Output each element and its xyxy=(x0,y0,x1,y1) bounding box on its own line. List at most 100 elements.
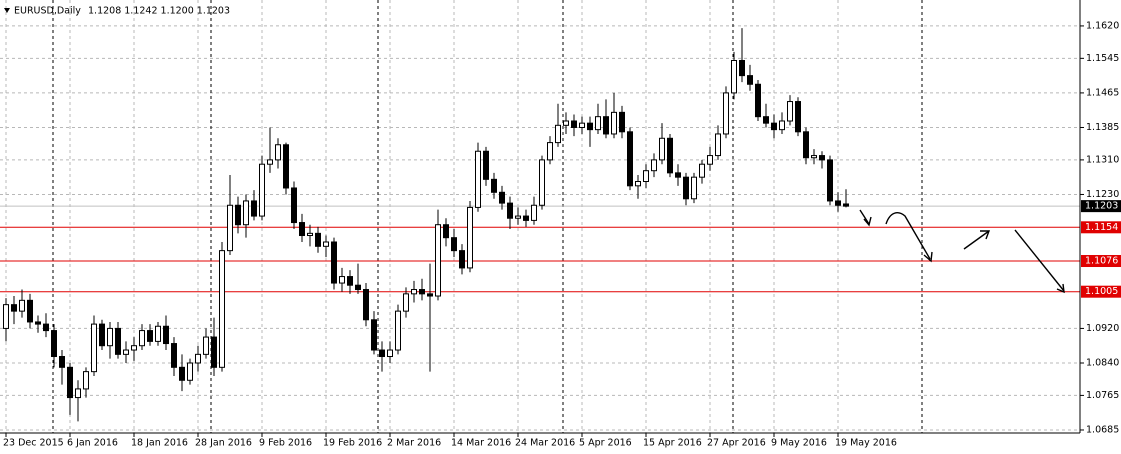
candle-body xyxy=(803,131,809,159)
level-label-bg xyxy=(1081,255,1121,268)
y-tick-label: 1.1545 xyxy=(1086,53,1119,64)
candle-body xyxy=(331,241,337,284)
x-tick-label: 24 Mar 2016 xyxy=(515,438,575,449)
y-tick-label: 1.1620 xyxy=(1086,20,1119,31)
candle-body xyxy=(779,120,785,131)
candle-body xyxy=(283,144,289,189)
candle-body xyxy=(411,289,417,295)
candle-body xyxy=(603,116,609,135)
candle-body xyxy=(787,101,793,122)
candle-body xyxy=(371,319,377,351)
candle-body xyxy=(243,200,249,226)
arrow-head xyxy=(923,251,933,263)
candle-body xyxy=(51,330,57,358)
candle-body xyxy=(347,276,353,286)
y-tick-label: 1.1310 xyxy=(1086,154,1119,165)
candle-body xyxy=(747,75,753,85)
chart-title: EURUSD,Daily xyxy=(14,6,81,17)
candle-body xyxy=(203,336,209,355)
x-tick-label: 9 May 2016 xyxy=(771,438,827,449)
candle-body xyxy=(699,163,705,178)
candle-body xyxy=(75,388,81,399)
candle-body xyxy=(443,224,449,239)
candle-body xyxy=(827,159,833,202)
candle-body xyxy=(651,159,657,172)
candle-body xyxy=(659,137,665,161)
x-tick-label: 14 Mar 2016 xyxy=(451,438,511,449)
candle-body xyxy=(675,172,681,178)
candle-body xyxy=(395,310,401,351)
candle-body xyxy=(227,204,233,252)
candle-body xyxy=(299,222,305,237)
last-price-bg xyxy=(1081,200,1121,213)
candle-body xyxy=(43,323,49,332)
level-label: 1.1005 xyxy=(1085,286,1118,297)
candle-body xyxy=(627,131,633,187)
candle-body xyxy=(475,150,481,208)
candle-body xyxy=(315,232,321,247)
drawn-arrow xyxy=(1014,229,1065,292)
last-price-label: 1.1203 xyxy=(1085,201,1118,212)
candle-body xyxy=(499,191,505,204)
candle-body xyxy=(387,349,393,358)
candle-body xyxy=(187,362,193,381)
arrow-head xyxy=(980,230,991,240)
x-tick-label: 23 Dec 2015 xyxy=(3,438,64,449)
candle-body xyxy=(131,345,137,351)
candle-body xyxy=(723,92,729,135)
candle-body xyxy=(739,59,745,77)
candle-body xyxy=(795,101,801,133)
quote: 1.1208 1.1242 1.1200 1.1203 xyxy=(88,6,230,17)
candle-body xyxy=(163,325,169,345)
candle-body xyxy=(323,241,329,247)
candle-body xyxy=(107,327,113,347)
header: EURUSD,Daily 1.1208 1.1242 1.1200 1.1203 xyxy=(4,6,230,17)
axes: 1.1620 1.1545 1.1465 1.1385 1.1310 1.1230 1.09… xyxy=(3,20,1121,449)
candle-body xyxy=(715,133,721,157)
candle-body xyxy=(491,178,497,193)
arrow-head xyxy=(1056,283,1065,294)
candle-body xyxy=(379,349,385,358)
candle-body xyxy=(771,122,777,131)
x-tick-label: 27 Apr 2016 xyxy=(707,438,766,449)
candle-body xyxy=(91,323,97,373)
level-label-bg xyxy=(1081,285,1121,298)
candle-body xyxy=(419,289,425,295)
arrow-head xyxy=(863,216,872,227)
drawn-arrow xyxy=(885,212,931,260)
y-tick-label: 1.0685 xyxy=(1086,424,1119,435)
candle-body xyxy=(539,159,545,206)
candle-body xyxy=(179,366,185,381)
candle-body xyxy=(835,200,841,206)
candle-body xyxy=(843,203,849,207)
x-tick-label: 18 Jan 2016 xyxy=(131,438,188,449)
candle-body xyxy=(611,111,617,135)
drawn-arrow xyxy=(859,209,870,225)
x-tick-label: 15 Apr 2016 xyxy=(643,438,702,449)
candle-body xyxy=(571,120,577,128)
x-tick-label: 5 Apr 2016 xyxy=(579,438,632,449)
candle-body xyxy=(459,250,465,269)
y-tick-label: 1.1385 xyxy=(1086,122,1119,133)
candle-body xyxy=(59,356,65,368)
candle-body xyxy=(531,204,537,221)
candle-body xyxy=(147,330,153,342)
candle-body xyxy=(67,366,73,399)
candle-body xyxy=(403,293,409,312)
candle-body xyxy=(115,327,121,355)
candle-body xyxy=(155,325,161,342)
candle-body xyxy=(819,155,825,161)
level-label-bg xyxy=(1081,221,1121,234)
candle-body xyxy=(483,150,489,180)
candle-body xyxy=(363,289,369,321)
candle-body xyxy=(171,343,177,368)
candle-body xyxy=(691,176,697,200)
candle-body xyxy=(595,116,601,131)
x-tick-label: 19 May 2016 xyxy=(835,438,897,449)
candle-body xyxy=(307,232,313,237)
candle-body xyxy=(731,59,737,94)
x-tick-label: 19 Feb 2016 xyxy=(323,438,382,449)
candle-body xyxy=(339,276,345,284)
candle-body xyxy=(467,206,473,269)
